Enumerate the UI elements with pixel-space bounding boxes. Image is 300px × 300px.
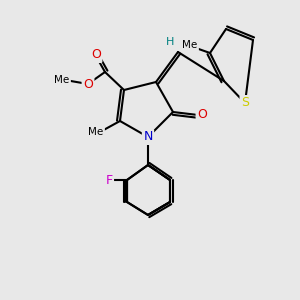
Text: O: O [91, 49, 101, 62]
Text: Me: Me [182, 40, 198, 50]
Text: O: O [197, 109, 207, 122]
Text: Me: Me [88, 127, 104, 137]
Text: N: N [143, 130, 153, 143]
Text: Me: Me [54, 75, 70, 85]
Text: O: O [83, 77, 93, 91]
Text: H: H [166, 37, 174, 47]
Text: S: S [241, 97, 249, 110]
Text: F: F [105, 173, 112, 187]
